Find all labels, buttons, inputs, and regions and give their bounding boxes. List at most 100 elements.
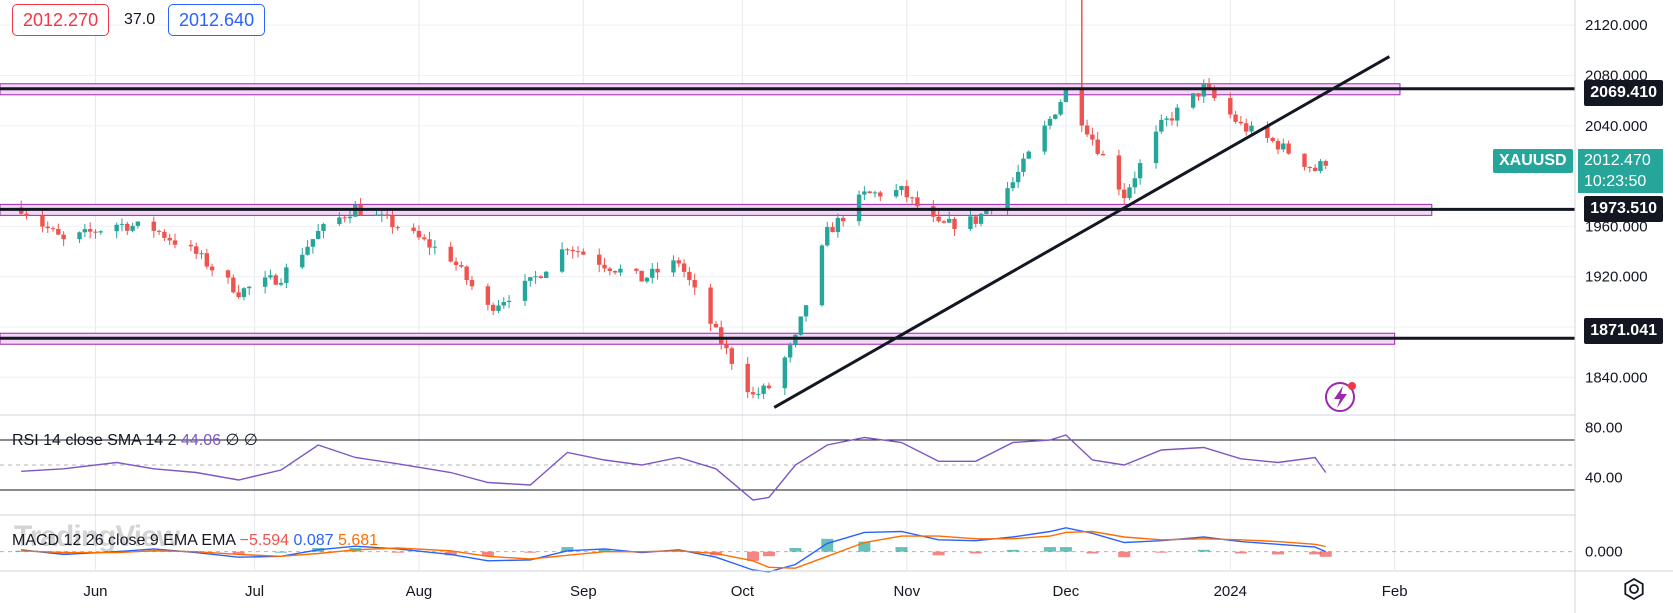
candle-body (1153, 131, 1159, 164)
level-tag-r3: 1871.041 (1584, 318, 1663, 344)
candle-body (162, 231, 167, 238)
candle-body (1026, 151, 1031, 159)
candle-body (570, 249, 575, 252)
macd-line-value: 0.087 (293, 532, 334, 549)
candle-body (825, 227, 830, 246)
candlestick-series (19, 0, 1328, 400)
candle-body (1047, 118, 1053, 126)
candle-body (559, 249, 565, 272)
macd-legend[interactable]: MACD 12 26 close 9 EMA EMA −5.594 0.087 … (12, 532, 378, 550)
candle-body (1212, 88, 1217, 99)
candle-body (156, 230, 162, 232)
candle-body (867, 191, 872, 194)
candle-body (321, 224, 326, 231)
candle-body (984, 209, 989, 214)
macd-hist-bar (1272, 551, 1285, 555)
candle-body (782, 357, 788, 389)
macd-hist-bar (789, 548, 802, 552)
candle-body (453, 261, 459, 266)
time-tick-8: Feb (1382, 583, 1408, 600)
spread-value: 37.0 (124, 11, 156, 28)
candle-body (931, 206, 936, 217)
candle-body (581, 251, 586, 255)
macd-hist-bar (895, 547, 908, 552)
candle-body (188, 244, 194, 247)
flash-dot (1348, 382, 1356, 390)
macd-hist-bar (1197, 549, 1210, 552)
candle-body (411, 227, 416, 231)
candle-body (395, 227, 400, 229)
candle-body (1175, 107, 1180, 121)
candle-body (93, 231, 98, 233)
candle-body (936, 216, 941, 222)
candle-body (575, 251, 581, 253)
candle-body (634, 268, 639, 271)
candle-body (194, 246, 199, 254)
candle-body (50, 228, 56, 230)
trendline-line (773, 55, 1391, 409)
indicator-tick-0: 80.00 (1585, 420, 1623, 437)
candle-body (1307, 166, 1313, 168)
candle-body (1206, 84, 1212, 89)
candle-body (687, 271, 692, 280)
candle-body (819, 245, 825, 306)
candle-body (98, 231, 103, 233)
candle-body (862, 191, 867, 195)
candle-body (893, 190, 899, 197)
settings-gear-icon[interactable] (1623, 577, 1645, 601)
macd-hist-bar (1155, 551, 1168, 553)
buy-price-button[interactable]: 2012.640 (168, 4, 266, 36)
candle-body (671, 260, 676, 273)
time-tick-1: Jul (245, 583, 264, 600)
time-tick-7: 2024 (1214, 583, 1247, 600)
candle-body (835, 217, 841, 233)
candle-body (968, 216, 973, 229)
candle-body (756, 393, 761, 395)
macd-hist-bar (1309, 551, 1322, 555)
candle-body (528, 277, 533, 281)
rsi-legend[interactable]: RSI 14 close SMA 14 2 44.06 ∅ ∅ (12, 430, 258, 450)
macd-hist-value: −5.594 (239, 532, 290, 549)
symbol-tag: XAUUSD (1493, 149, 1573, 173)
candle-body (1015, 171, 1021, 183)
indicator-tick-2: 0.000 (1585, 544, 1623, 561)
candle-body (830, 227, 835, 233)
candle-body (236, 292, 241, 298)
candle-body (40, 215, 45, 227)
candle-body (390, 215, 395, 228)
candle-body (947, 218, 952, 223)
candle-body (1005, 188, 1010, 210)
candle-body (278, 282, 284, 285)
candle-body (315, 230, 321, 240)
candle-body (1196, 93, 1201, 97)
candle-body (1132, 178, 1138, 188)
candle-body (1270, 137, 1275, 142)
flash-icon[interactable] (1325, 382, 1356, 412)
candle-body (77, 232, 82, 240)
time-tick-0: Jun (83, 583, 107, 600)
candle-body (1021, 158, 1026, 172)
candle-body (241, 288, 247, 298)
macd-hist-bar (1234, 551, 1247, 554)
macd-signal-value: 5.681 (338, 532, 379, 549)
candle-body (310, 239, 316, 247)
candle-body (1010, 182, 1016, 189)
candle-body (416, 230, 422, 238)
macd-hist-bar (747, 551, 760, 561)
candle-body (650, 268, 655, 278)
candle-body (125, 223, 130, 231)
candle-body (337, 217, 342, 225)
candle-body (167, 237, 172, 241)
candle-body (745, 363, 750, 393)
candle-body (607, 268, 613, 271)
candle-body (496, 305, 501, 311)
candle-body (522, 280, 528, 301)
candle-body (422, 237, 427, 240)
candle-body (1238, 121, 1244, 124)
rsi-pane (0, 414, 1575, 501)
price-tick-3: 1960.000 (1585, 218, 1648, 235)
sell-price-button[interactable]: 2012.270 (12, 4, 110, 36)
candle-body (708, 287, 713, 324)
